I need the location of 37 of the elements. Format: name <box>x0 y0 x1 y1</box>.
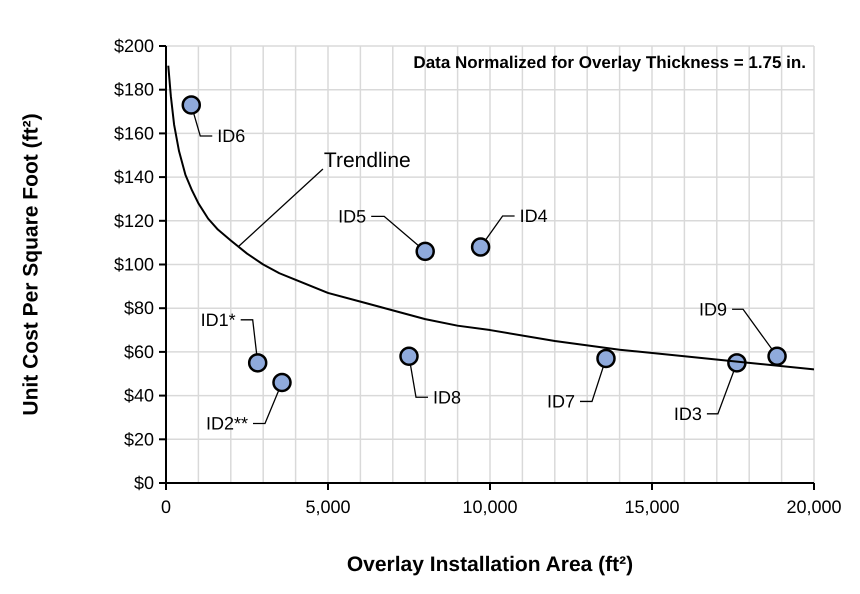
y-tick-label: $200 <box>114 36 154 56</box>
y-tick-label: $160 <box>114 123 154 144</box>
annotation: ID1* <box>200 310 236 330</box>
y-tick-label: $0 <box>134 473 154 493</box>
annotation: ID3 <box>674 404 702 424</box>
y-tick-label: $40 <box>124 386 154 406</box>
x-axis-title: Overlay Installation Area (ft²) <box>346 553 634 576</box>
y-tick-label: $100 <box>114 254 154 274</box>
annotation: ID9 <box>699 299 728 320</box>
point <box>596 348 616 368</box>
y-axis-title: Unit Cost Per Square Foot (ft²) <box>19 113 42 416</box>
y-tick-label: $180 <box>114 80 154 100</box>
x-tick-label: 5,000 <box>305 497 351 517</box>
point <box>470 237 490 257</box>
point <box>767 346 787 366</box>
annotation: ID8 <box>433 387 462 408</box>
point <box>415 242 435 262</box>
point <box>248 353 268 373</box>
x-tick-label: 20,000 <box>786 497 842 517</box>
point <box>272 372 292 392</box>
x-tick-label: 10,000 <box>462 497 518 517</box>
point <box>399 346 419 366</box>
y-tick-label: $20 <box>124 429 154 450</box>
x-tick-label: 0 <box>160 497 172 517</box>
y-tick-label: $80 <box>124 298 154 318</box>
y-tick-label: $60 <box>124 342 154 362</box>
annotation: ID7 <box>546 391 575 412</box>
annotation: ID6 <box>217 126 246 146</box>
annotation: ID2** <box>206 413 248 434</box>
point <box>182 95 202 115</box>
y-tick-label: $120 <box>114 210 154 231</box>
annotation: ID5 <box>338 206 366 226</box>
annotation: Trendline <box>324 149 411 172</box>
y-tick-label: $140 <box>114 167 154 188</box>
x-tick-label: 15,000 <box>624 497 680 517</box>
annotation: ID4 <box>520 206 548 226</box>
chart-title: Data Normalized for Overlay Thickness = 1.75 in. <box>413 53 806 72</box>
